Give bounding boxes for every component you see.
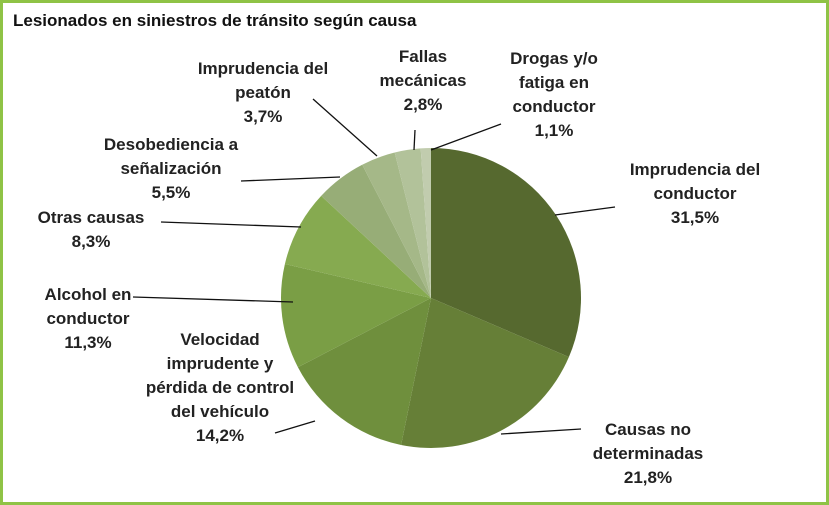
leader-line bbox=[430, 123, 502, 151]
leader-line bbox=[312, 98, 378, 157]
category-label: Imprudencia del peatón bbox=[197, 59, 329, 102]
category-label: Velocidad imprudente y pérdida de contro… bbox=[145, 330, 295, 421]
category-label: Causas no determinadas bbox=[592, 420, 704, 463]
slice-label: Fallas mecánicas 2,8% bbox=[373, 45, 473, 117]
slice-label: Desobediencia a señalización 5,5% bbox=[96, 133, 246, 205]
leader-line bbox=[554, 206, 616, 216]
slice-label: Otras causas 8,3% bbox=[16, 206, 166, 254]
chart bbox=[132, 98, 616, 448]
category-label: Fallas mecánicas bbox=[379, 47, 467, 90]
pie-slice bbox=[401, 298, 569, 448]
category-label: Alcohol en conductor bbox=[44, 285, 132, 328]
category-label: Desobediencia a señalización bbox=[103, 135, 239, 178]
pie-slice bbox=[284, 195, 431, 298]
value-label: 2,8% bbox=[403, 95, 443, 114]
value-label: 3,7% bbox=[243, 107, 283, 126]
chart-title: Lesionados en siniestros de tránsito seg… bbox=[13, 11, 417, 30]
slice-label: Velocidad imprudente y pérdida de contro… bbox=[145, 328, 295, 448]
pie-slice bbox=[394, 148, 431, 298]
category-label: Imprudencia del conductor bbox=[629, 160, 761, 203]
value-label: 5,5% bbox=[151, 183, 191, 202]
leader-line bbox=[274, 420, 316, 434]
pie-slice bbox=[297, 298, 431, 445]
value-label: 31,5% bbox=[670, 208, 720, 227]
pie-slice bbox=[362, 152, 431, 298]
slice-label: Imprudencia del peatón 3,7% bbox=[193, 57, 333, 129]
slice-label: Alcohol en conductor 11,3% bbox=[18, 283, 158, 355]
category-label: Drogas y/o fatiga en conductor bbox=[510, 49, 598, 116]
leader-line bbox=[160, 221, 302, 228]
slice-label: Imprudencia del conductor 31,5% bbox=[620, 158, 770, 230]
slice-label: Causas no determinadas 21,8% bbox=[583, 418, 713, 490]
leader-line bbox=[500, 428, 582, 435]
value-label: 11,3% bbox=[64, 333, 112, 352]
pie-slice bbox=[281, 263, 431, 368]
leader-line bbox=[240, 176, 341, 182]
value-label: 21,8% bbox=[623, 468, 673, 487]
pie-slice bbox=[321, 164, 431, 298]
pie-slice bbox=[420, 148, 431, 298]
value-label: 1,1% bbox=[534, 121, 574, 140]
leader-line bbox=[413, 129, 416, 151]
value-label: 8,3% bbox=[71, 232, 111, 251]
leader-line bbox=[132, 296, 294, 303]
pie-slice bbox=[431, 148, 581, 358]
category-label: Otras causas bbox=[37, 208, 145, 227]
slice-label: Drogas y/o fatiga en conductor 1,1% bbox=[489, 47, 619, 143]
value-label: 14,2% bbox=[195, 426, 245, 445]
